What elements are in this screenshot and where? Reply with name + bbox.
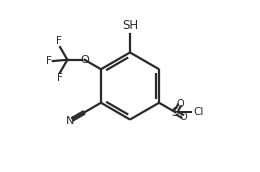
Text: O: O — [80, 55, 89, 65]
Text: F: F — [57, 73, 63, 83]
Text: N: N — [66, 116, 74, 126]
Text: O: O — [180, 112, 187, 122]
Text: Cl: Cl — [193, 107, 204, 117]
Text: SH: SH — [122, 19, 138, 32]
Text: S: S — [172, 106, 179, 119]
Text: F: F — [56, 36, 62, 46]
Text: F: F — [46, 56, 51, 66]
Text: O: O — [176, 99, 184, 109]
